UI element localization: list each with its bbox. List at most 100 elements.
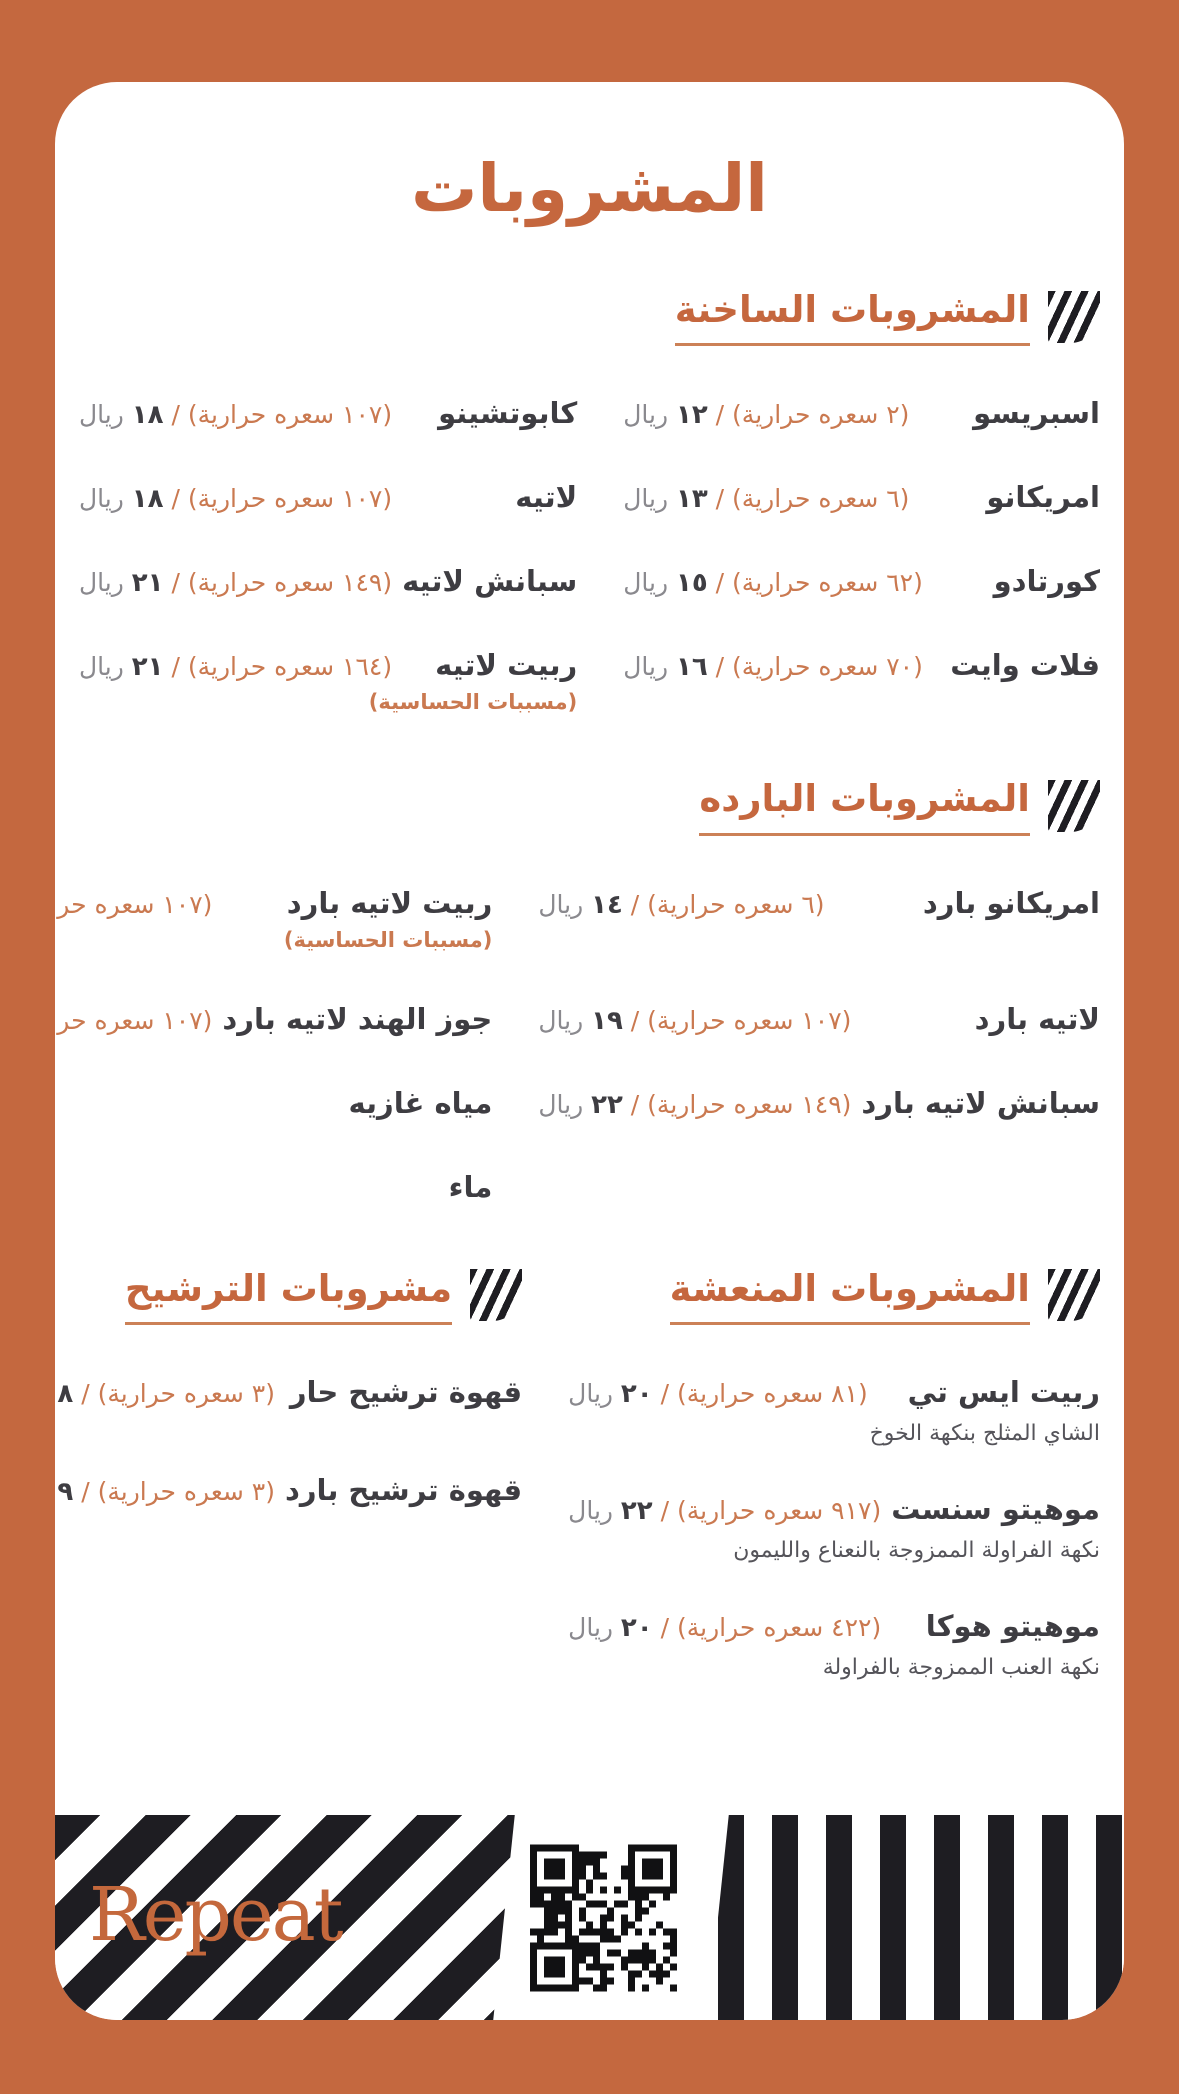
- item-value: (١٠٧ سعره حرارية) / ٢٢ ريال: [55, 890, 212, 920]
- item-name: ربيت ايس تي: [907, 1374, 1100, 1409]
- item-name: كورتادو: [993, 564, 1100, 599]
- item-name: كابوتشينو: [438, 396, 578, 431]
- menu-item-spanish-latte: سبانش لاتيه (١٤٩ سعره حرارية) / ٢١ ريال: [79, 564, 577, 598]
- item-value: (١٤٩ سعره حرارية) / ٢٢ ريال: [538, 1090, 851, 1120]
- item-calories: (١٦٤ سعره حرارية) /: [163, 652, 393, 682]
- item-unit: ريال: [623, 652, 669, 682]
- item-calories: (٢ سعره حرارية) /: [707, 400, 910, 430]
- item-value: (١٠٧ سعره حرارية) / ١٩ ريال: [538, 1006, 851, 1036]
- item-value: (١٠٧ سعره حرارية) / ١٨ ريال: [79, 400, 392, 430]
- item-price: ١٣: [675, 484, 708, 515]
- item-price: ٢٠: [620, 1378, 653, 1409]
- item-value: (٦ سعره حرارية) / ١٤ ريال: [538, 890, 824, 920]
- item-name: سبانش لاتيه: [402, 564, 578, 599]
- item-name: موهيتو هوكا: [925, 1608, 1100, 1643]
- item-unit: ريال: [538, 1005, 584, 1035]
- item-name: قهوة ترشيح بارد: [284, 1472, 523, 1507]
- item-unit: ريال: [79, 652, 124, 682]
- item-calories: (٩١٧ سعره حرارية) /: [652, 1495, 882, 1525]
- item-price: ٢٢: [591, 1089, 623, 1120]
- menu-item-iced-latte: لاتيه بارد (١٠٧ سعره حرارية) / ١٩ ريال: [538, 1002, 1100, 1036]
- stripes-icon: [470, 1269, 523, 1322]
- section-title-filter: مشروبات الترشيح: [124, 1266, 453, 1325]
- item-value: (١٤٩ سعره حرارية) / ٢١ ريال: [79, 568, 392, 598]
- section-filter: مشروبات الترشيح قهوة ترشيح حار (٣ سعره حر…: [55, 1266, 523, 1680]
- item-calories: (٨١ سعره حرارية) /: [652, 1378, 868, 1408]
- item-name: لاتيه: [515, 480, 578, 515]
- item-value: (٦٢ سعره حرارية) / ١٥ ريال: [623, 568, 923, 598]
- item-unit: ريال: [623, 568, 669, 598]
- item-description: الشاي المثلج بنكهة الخوخ: [869, 1420, 1100, 1446]
- item-calories: (١٠٧ سعره حرارية) /: [622, 1005, 852, 1035]
- menu-item-cortado: كورتادو (٦٢ سعره حرارية) / ١٥ ريال: [623, 564, 1100, 598]
- item-unit: ريال: [568, 1612, 613, 1642]
- item-price: ٢١: [131, 568, 164, 599]
- item-price: ٢١: [131, 652, 164, 683]
- item-name: لاتيه بارد: [974, 1001, 1100, 1036]
- item-name: ماء: [448, 1169, 493, 1204]
- cold-drinks-grid: امريكانو بارد (٦ سعره حرارية) / ١٤ ريال ر…: [55, 885, 1100, 1204]
- item-calories: (٦ سعره حرارية) /: [622, 889, 825, 919]
- item-value: (٧٠ سعره حرارية) / ١٦ ريال: [623, 652, 923, 682]
- item-name: امريكانو: [986, 480, 1100, 515]
- item-price: ١٤: [591, 889, 623, 920]
- item-price: ١٦: [675, 652, 708, 683]
- page-title: المشروبات: [411, 150, 768, 227]
- item-unit: ريال: [79, 400, 124, 430]
- item-price: ١٨: [131, 400, 164, 431]
- footer-brand-strip: Repeat: [55, 1815, 1124, 2020]
- menu-item-water: ماء٥ ريال: [55, 1169, 493, 1204]
- item-unit: ريال: [538, 889, 584, 919]
- section-header-cold: المشروبات البارده: [79, 776, 1100, 836]
- item-calories: (١٠٧ سعره حرارية) /: [163, 400, 393, 430]
- item-calories: (٧٠ سعره حرارية) /: [707, 652, 923, 682]
- item-unit: ريال: [538, 1089, 584, 1119]
- item-name: امريكانو بارد: [922, 885, 1100, 920]
- stripes-icon: [1048, 290, 1100, 343]
- item-name: اسبريسو: [973, 396, 1100, 431]
- menu-item-flat-white: فلات وايت (٧٠ سعره حرارية) / ١٦ ريال: [623, 648, 1100, 714]
- item-value: (٦ سعره حرارية) / ١٣ ريال: [623, 484, 909, 514]
- item-value: (٤٢٢ سعره حرارية) / ٢٠ ريال: [568, 1613, 881, 1643]
- section-header-filter: مشروبات الترشيح: [55, 1266, 523, 1325]
- item-unit: ريال: [623, 400, 669, 430]
- item-calories: (٤٢٢ سعره حرارية) /: [652, 1612, 882, 1642]
- menu-item-espresso: اسبريسو (٢ سعره حرارية) / ١٢ ريال: [623, 396, 1100, 430]
- empty-cell: [538, 1170, 1100, 1204]
- menu-item-mojito-sunset: موهيتو سنست (٩١٧ سعره حرارية) / ٢٢ ريال ن…: [568, 1492, 1100, 1563]
- diagonal-stripes-graphic: [55, 1815, 558, 2020]
- allergen-note: (مسببات الحساسية): [283, 927, 493, 952]
- menu-item-hot-filter-coffee: قهوة ترشيح حار (٣ سعره حرارية) / ١٨ ريال: [55, 1375, 522, 1409]
- item-name: مياه غازيه: [348, 1085, 493, 1120]
- item-value: (٩١٧ سعره حرارية) / ٢٢ ريال: [568, 1496, 881, 1526]
- menu-body: المشروبات الساخنة اسبريسو (٢ سعره حرارية)…: [55, 287, 1100, 1700]
- item-name: سبانش لاتيه بارد: [861, 1085, 1100, 1120]
- item-unit: ريال: [568, 1495, 613, 1525]
- item-calories: (١٠٧ سعره حرارية) /: [163, 484, 393, 514]
- item-unit: ريال: [568, 1378, 613, 1408]
- item-price: ١٨: [55, 1378, 74, 1409]
- item-calories: (١٠٧ سعره حرارية) /: [55, 1005, 213, 1035]
- allergen-note: (مسببات الحساسية): [368, 690, 578, 715]
- menu-item-mojito-hoka: موهيتو هوكا (٤٢٢ سعره حرارية) / ٢٠ ريال ن…: [568, 1609, 1100, 1680]
- menu-item-iced-filter-coffee: قهوة ترشيح بارد (٣ سعره حرارية) / ١٩ ريال: [55, 1473, 522, 1507]
- item-name: ربيت لاتيه: [435, 648, 578, 683]
- menu-item-americano: امريكانو (٦ سعره حرارية) / ١٣ ريال: [623, 480, 1100, 514]
- menu-item-coconut-iced-latte: جوز الهند لاتيه بارد (١٠٧ سعره حرارية) / …: [55, 1002, 492, 1036]
- item-description: نكهة العنب الممزوجة بالفراولة: [822, 1654, 1100, 1680]
- item-calories: (٣ سعره حرارية) /: [73, 1476, 275, 1506]
- bottom-sections: المشروبات المنعشة ربيت ايس تي (٨١ سعره حر…: [55, 1266, 1100, 1680]
- item-calories: (١٤٩ سعره حرارية) /: [163, 568, 393, 598]
- item-unit: ريال: [79, 484, 124, 514]
- stripes-icon: [1048, 779, 1100, 832]
- item-price: ١٨: [131, 484, 164, 515]
- item-name: جوز الهند لاتيه بارد: [222, 1001, 493, 1036]
- section-fresh: المشروبات المنعشة ربيت ايس تي (٨١ سعره حر…: [568, 1266, 1100, 1680]
- item-value: (٣ سعره حرارية) / ١٩ ريال: [55, 1477, 275, 1507]
- qr-code: [520, 1834, 687, 2001]
- vertical-stripes-graphic: [717, 1815, 1124, 2020]
- item-unit: ريال: [79, 568, 124, 598]
- menu-item-iced-repeat-latte: ربيت لاتيه بارد (١٠٧ سعره حرارية) / ٢٢ ري…: [55, 886, 492, 952]
- item-price: ١٩: [591, 1005, 623, 1036]
